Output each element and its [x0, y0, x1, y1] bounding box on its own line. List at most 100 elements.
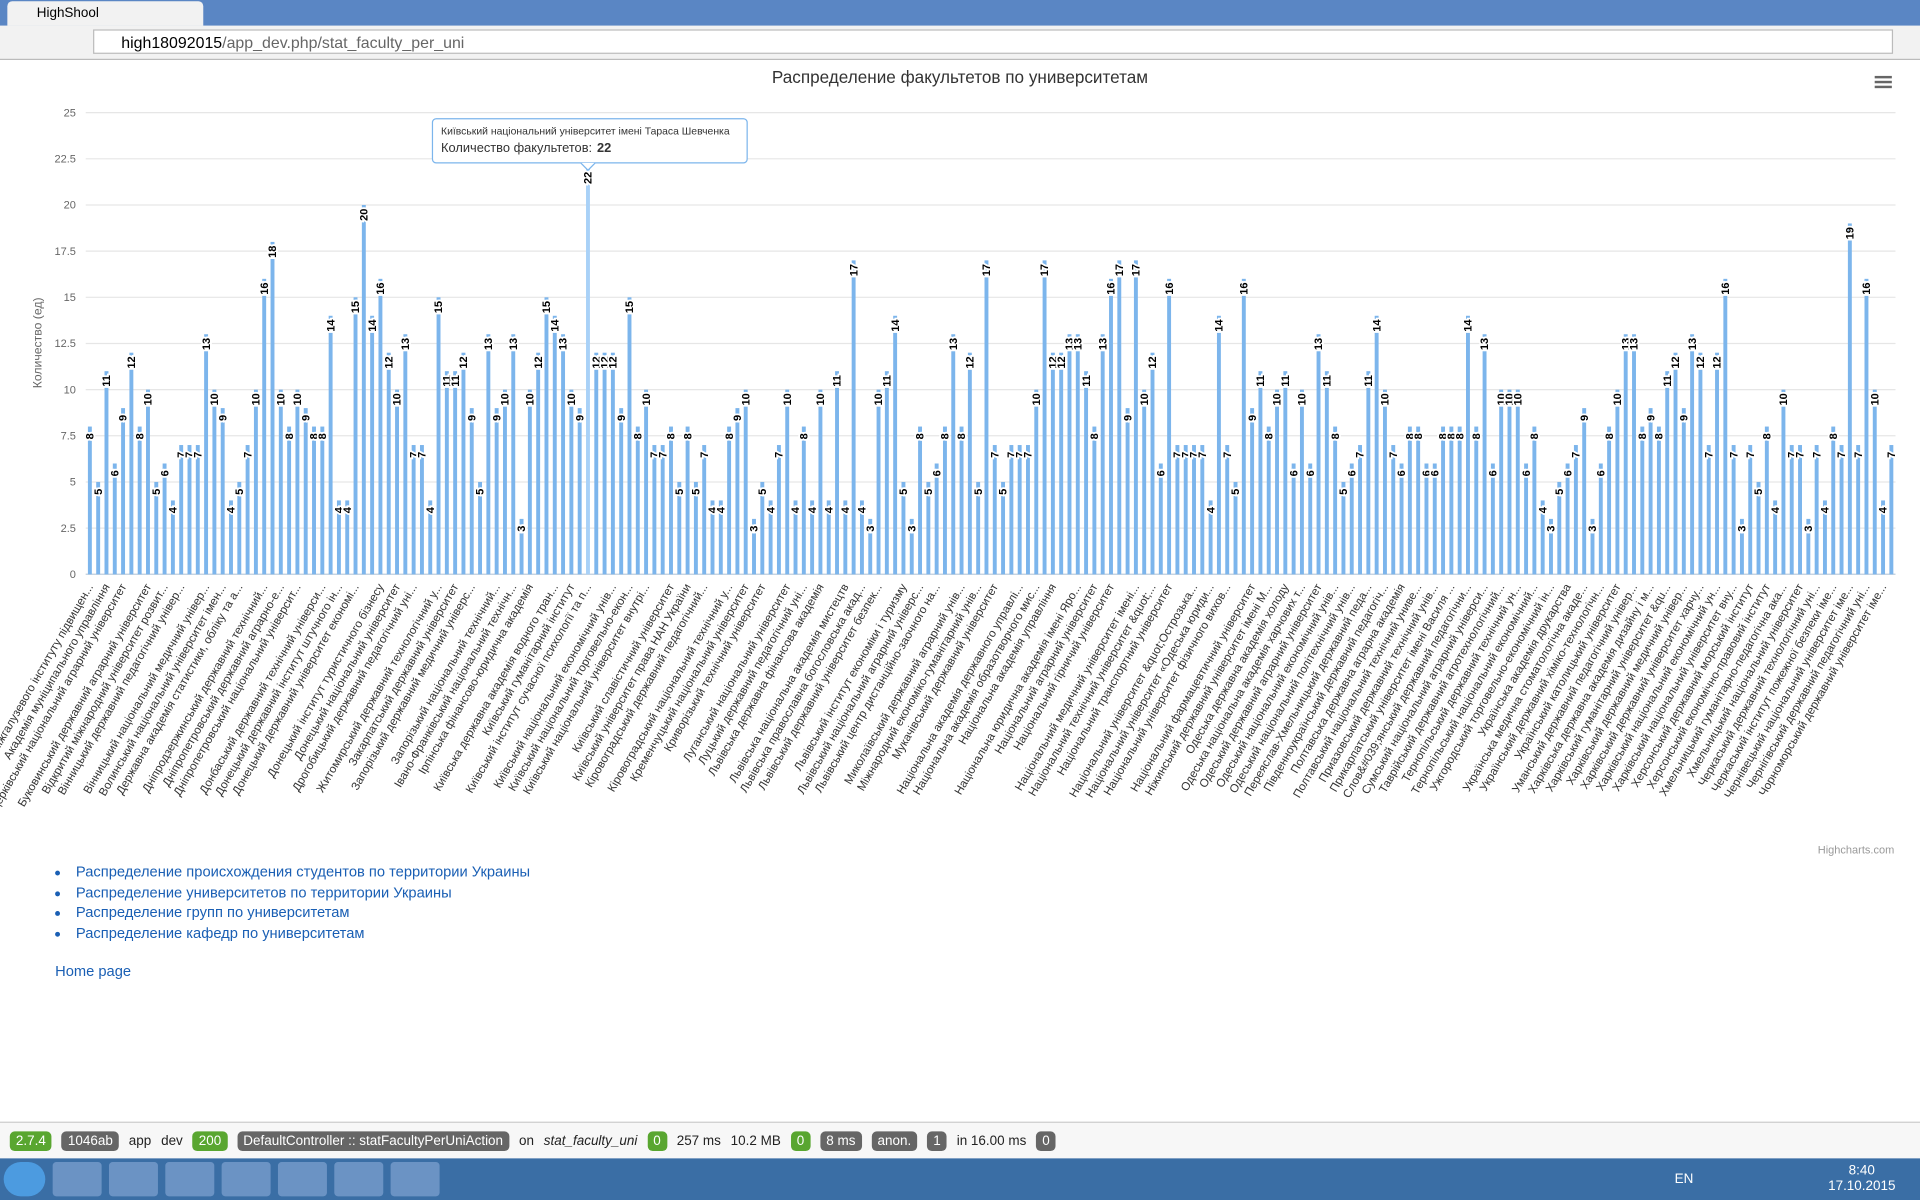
sf-queries[interactable]: 1	[927, 1130, 947, 1151]
sf-memory[interactable]: 10.2 MB	[730, 1133, 781, 1148]
bar	[229, 500, 233, 575]
browser-tab[interactable]: HighShool	[7, 1, 204, 26]
data-label: 7	[1222, 452, 1234, 458]
link[interactable]: Распределение происхождения студентов по…	[75, 863, 531, 881]
data-label: 6	[1521, 470, 1533, 476]
bar	[1764, 426, 1769, 575]
sf-user[interactable]: anon.	[871, 1130, 918, 1151]
bar	[469, 408, 474, 575]
bar	[1839, 445, 1844, 575]
app-icon[interactable]	[390, 1162, 440, 1197]
bar	[1499, 389, 1504, 575]
bar	[1640, 426, 1645, 575]
bar	[1225, 445, 1230, 575]
bar	[843, 500, 848, 575]
tooltip-value: 22	[597, 140, 611, 155]
link[interactable]: Распределение групп по университетам	[75, 903, 350, 921]
url-field[interactable]: high18092015/app_dev.php/stat_faculty_pe…	[93, 29, 1894, 54]
app-icon[interactable]	[277, 1162, 327, 1197]
app-icon[interactable]	[108, 1162, 158, 1197]
data-label: 11	[832, 375, 844, 387]
sf-time[interactable]: 257 ms	[676, 1133, 721, 1148]
data-label: 6	[159, 470, 171, 476]
bar	[1822, 500, 1827, 575]
sf-forms[interactable]: 0	[790, 1130, 811, 1151]
data-label: 7	[1886, 452, 1898, 458]
bar	[884, 371, 889, 575]
data-label: 14	[1214, 319, 1226, 332]
bar	[1358, 445, 1363, 575]
data-label: 5	[898, 489, 910, 495]
sf-ajax[interactable]: 0	[647, 1130, 667, 1151]
menu-button[interactable]	[1874, 75, 1892, 89]
data-label: 8	[1405, 433, 1417, 439]
data-label: 9	[1579, 415, 1591, 421]
link[interactable]: Распределение университетов по территори…	[75, 883, 452, 901]
bar	[1341, 481, 1346, 575]
app-icon[interactable]	[221, 1162, 271, 1197]
data-label: 15	[541, 301, 553, 313]
bar	[1349, 463, 1354, 575]
lang[interactable]: EN	[1674, 1171, 1694, 1187]
y-tick-label: 5	[70, 477, 76, 489]
sf-render[interactable]: 8 ms	[820, 1130, 862, 1151]
data-label: 7	[1180, 452, 1192, 458]
sf-events[interactable]: 0	[1036, 1130, 1056, 1151]
sf-version[interactable]: 2.7.4	[9, 1130, 53, 1151]
sf-status[interactable]: 200	[192, 1130, 228, 1151]
bar	[1814, 445, 1819, 575]
data-label: 16	[375, 283, 387, 295]
bar	[851, 260, 856, 575]
bar	[1109, 278, 1113, 575]
data-label: 10	[1380, 393, 1392, 405]
sf-route: stat_faculty_uni	[543, 1133, 638, 1148]
data-label: 3	[516, 526, 528, 532]
bar	[1250, 408, 1255, 575]
url-path: /app_dev.php/stat_faculty_per_uni	[222, 33, 465, 52]
bar	[1133, 260, 1138, 575]
link[interactable]: Распределение кафедр по университетам	[75, 923, 365, 942]
data-label: 13	[508, 338, 520, 350]
bar	[1748, 445, 1753, 575]
bar	[627, 297, 632, 575]
bar	[1424, 463, 1429, 575]
data-label: 8	[284, 433, 296, 439]
home-link[interactable]: Home page	[55, 962, 132, 980]
bar	[1374, 315, 1379, 575]
bar	[561, 334, 566, 575]
data-label: 22	[583, 172, 595, 184]
data-label: 10	[500, 393, 512, 405]
data-label: 8	[798, 433, 810, 439]
data-label: 8	[1089, 433, 1101, 439]
y-axis-label: Количество (ед)	[31, 297, 45, 388]
app-icon[interactable]	[334, 1162, 384, 1197]
data-label: 5	[1338, 489, 1350, 495]
clock[interactable]: 8:40 17.10.2015	[1828, 1163, 1895, 1195]
data-label: 7	[1172, 452, 1184, 458]
bar	[237, 481, 242, 575]
bar	[652, 445, 657, 575]
data-label: 11	[1255, 375, 1267, 387]
data-label: 10	[292, 393, 304, 405]
y-tick-label: 22.5	[54, 153, 75, 165]
bar	[934, 463, 939, 575]
data-label: 14	[325, 319, 337, 332]
bar	[436, 297, 441, 575]
bar	[453, 371, 458, 575]
bar	[619, 408, 624, 575]
data-label: 9	[118, 415, 130, 421]
bar	[419, 445, 424, 575]
sf-token[interactable]: 1046ab	[61, 1130, 120, 1151]
bar	[1632, 334, 1636, 575]
start-button[interactable]	[3, 1162, 46, 1197]
data-label: 8	[1438, 433, 1450, 439]
app-icon[interactable]	[165, 1162, 215, 1197]
data-label: 10	[1496, 393, 1508, 405]
data-label: 7	[1853, 452, 1865, 458]
bar	[1731, 445, 1736, 575]
sf-controller[interactable]: DefaultController :: statFacultyPerUniAc…	[237, 1130, 510, 1151]
app-icon[interactable]	[52, 1162, 102, 1197]
data-label: 4	[168, 506, 180, 513]
bar	[1034, 389, 1039, 575]
